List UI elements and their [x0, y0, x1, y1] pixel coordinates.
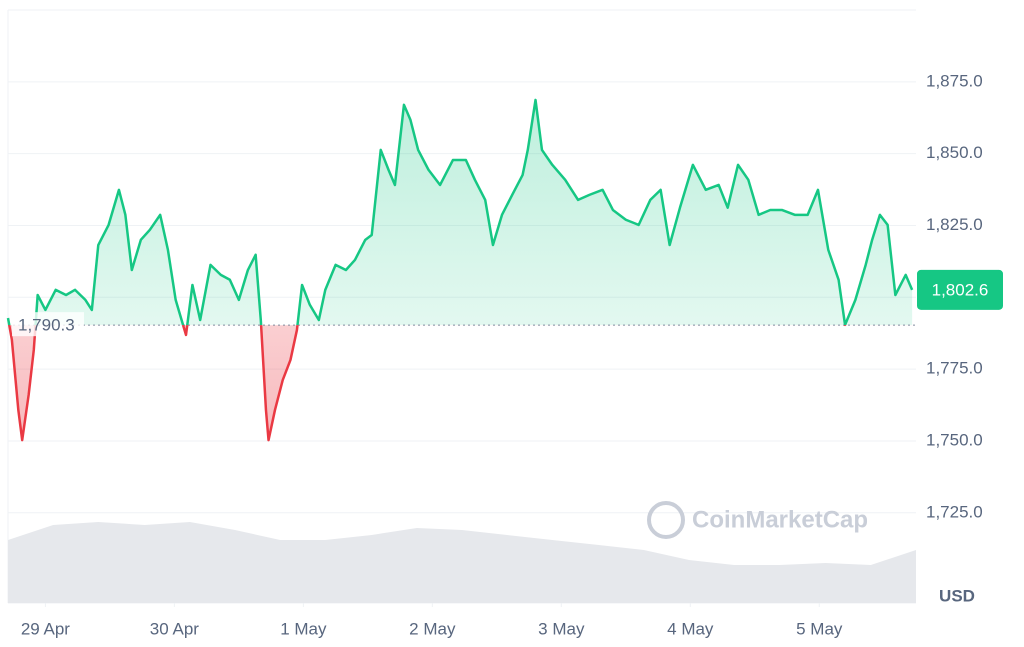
y-tick-label: 1,775.0: [926, 359, 983, 378]
y-tick-label: 1,875.0: [926, 71, 983, 90]
baseline-label: 1,790.3: [18, 316, 75, 335]
y-tick-label: 1,850.0: [926, 143, 983, 162]
x-tick-label: 5 May: [796, 619, 843, 638]
y-tick-label: 1,725.0: [926, 502, 983, 521]
current-price-label: 1,802.6: [932, 280, 989, 299]
x-tick-label: 2 May: [409, 619, 456, 638]
x-tick-label: 29 Apr: [21, 619, 70, 638]
volume-area: [8, 522, 916, 603]
current-price-badge: [917, 269, 1003, 310]
watermark-logo: [647, 501, 685, 539]
watermark: CoinMarketCap: [692, 506, 868, 533]
x-tick-label: 3 May: [538, 619, 585, 638]
y-tick-label: 1,750.0: [926, 430, 983, 449]
x-tick-label: 1 May: [280, 619, 327, 638]
baseline-label-bg: [12, 312, 84, 337]
x-tick-label: 30 Apr: [150, 619, 199, 638]
x-tick-label: 4 May: [667, 619, 714, 638]
y-tick-label: 1,825.0: [926, 215, 983, 234]
y-axis-label: USD: [939, 586, 975, 605]
price-area-up: [8, 99, 913, 326]
price-line-up: [6, 98, 914, 326]
